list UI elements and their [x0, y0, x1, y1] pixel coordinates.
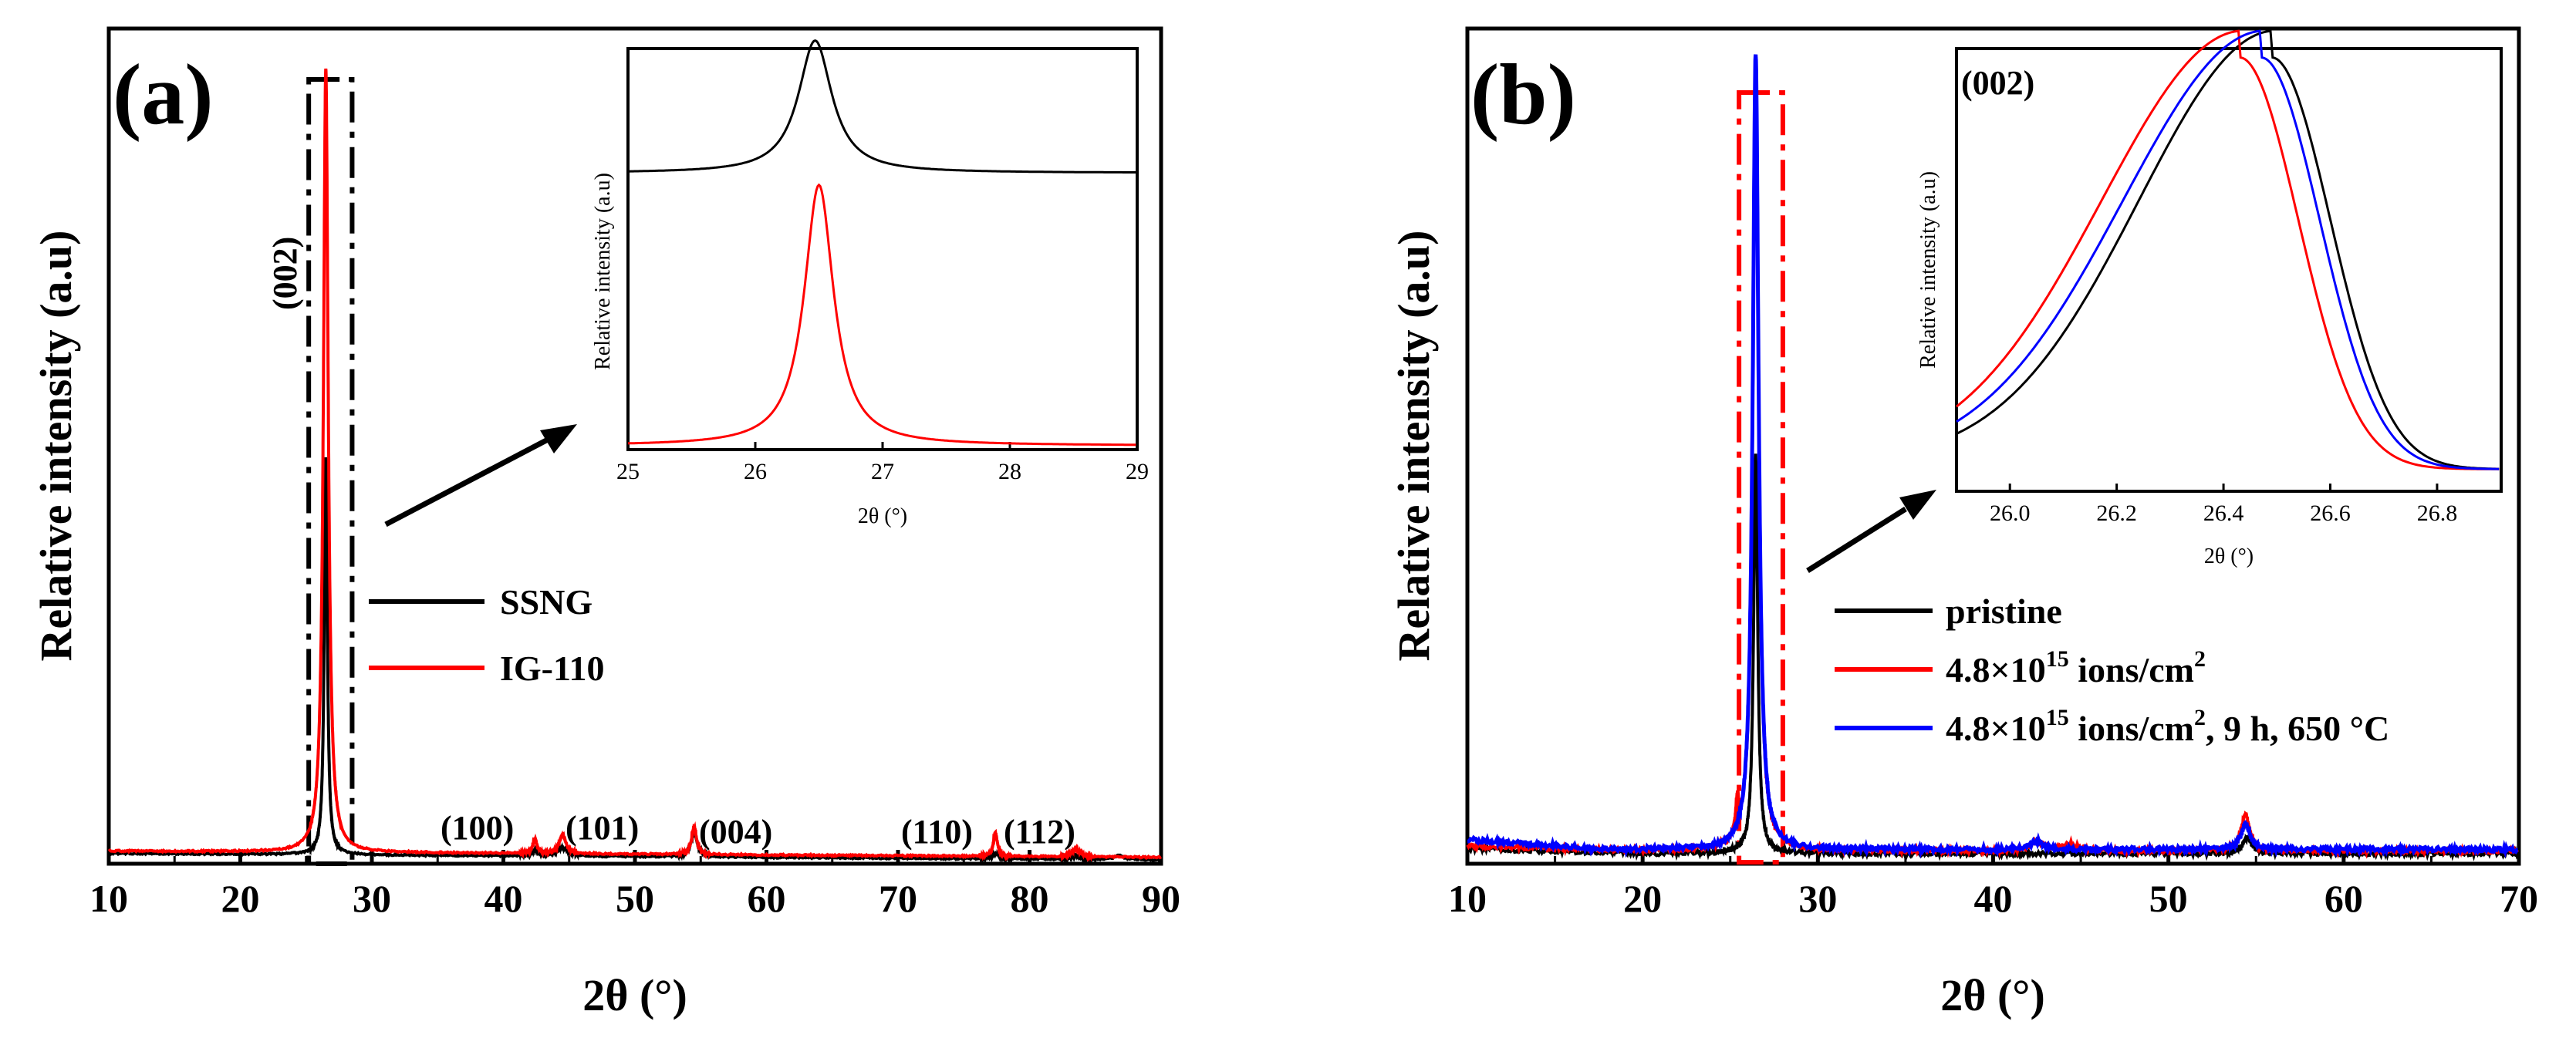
panel-b-legend: pristine 4.8×1015 ions/cm2 4.8×1015 ions…: [1835, 592, 2389, 748]
panel-a-label: (a): [113, 47, 214, 143]
panel-b-x-tick-label-0: 10: [1448, 877, 1487, 920]
panel-a-y-axis-title: Relative intensity (a.u): [31, 231, 81, 662]
panel-b-x-axis-title: 2θ (°): [1940, 970, 2045, 1020]
panel-a-inset: 25 26 27 28 29 Relative intensity (a.u) 2θ (…: [591, 39, 1149, 528]
panel-b-inset-peak-tag: (002): [1961, 64, 2034, 102]
panel-b-inset: 26.0 26.2 26.4 26.6 26.8 (002) Relative inte…: [1916, 29, 2503, 568]
panel-a-inset-ssng-line: [628, 39, 1136, 174]
panel-a-series-ig110-line: [107, 68, 1162, 862]
panel-b-x-tick-label-5: 60: [2324, 877, 2363, 920]
panel-b-legend-label-irradiated: 4.8×1015 ions/cm2: [1946, 646, 2206, 689]
panel-a-peak-label-101: (101): [566, 809, 639, 847]
panel-b-inset-annealed-line: [1956, 29, 2500, 470]
panel-a-inset-x-tick-label-1: 26: [744, 459, 767, 484]
panel-b-inset-y-axis-title: Relative intensity (a.u): [1916, 171, 1940, 369]
panel-b-x-tick-label-1: 20: [1623, 877, 1662, 920]
panel-a-peak-label-110: (110): [901, 813, 973, 851]
panel-b-inset-pristine-line: [1956, 29, 2500, 470]
panel-b-inset-x-tick-label-3: 26.6: [2310, 501, 2351, 526]
panel-b-series-pristine-line: [1466, 453, 2520, 861]
panel-a-x-axis-title: 2θ (°): [582, 970, 687, 1020]
panel-b-inset-x-tick-label-0: 26.0: [1990, 501, 2031, 526]
panel-a-inset-x-tick-label-4: 29: [1126, 459, 1149, 484]
panel-b-x-ticks: 10 20 30 40 50 60 70: [1448, 850, 2538, 920]
panel-a-x-tick-label-1: 20: [221, 877, 260, 920]
panel-a-inset-x-tick-label-0: 25: [616, 459, 640, 484]
panel-b-x-tick-label-2: 30: [1798, 877, 1837, 920]
panel-a-x-tick-label-2: 30: [353, 877, 391, 920]
panel-b-inset-x-ticks: 26.0 26.2 26.4 26.6 26.8: [1990, 484, 2457, 526]
panel-a-inset-x-tick-label-2: 27: [871, 459, 894, 484]
panel-a-x-tick-label-7: 80: [1011, 877, 1049, 920]
panel-b-inset-x-axis-title: 2θ (°): [2204, 544, 2254, 568]
panel-a-002-highlight-box: [306, 77, 355, 866]
panel-a-peak-label-100: (100): [441, 809, 514, 847]
panel-b-legend-label-pristine: pristine: [1946, 592, 2062, 631]
panel-a: 10 20 30 40 50 60 70 80 90 (a) Relative intensit…: [31, 26, 1180, 1020]
panel-a-zoom-arrow: [384, 424, 577, 528]
panel-a-peak-label-002: (002): [266, 237, 304, 310]
panel-a-x-ticks: 10 20 30 40 50 60 70 80 90: [89, 850, 1180, 920]
panel-b-002-highlight-box: [1737, 90, 1785, 865]
panel-a-inset-x-axis-title: 2θ (°): [858, 504, 907, 528]
panel-b-inset-irradiated-line: [1956, 29, 2500, 470]
panel-a-legend-label-ig110: IG-110: [500, 649, 604, 688]
panel-a-inset-y-axis-title: Relative intensity (a.u): [591, 173, 615, 370]
panel-b-zoom-arrow: [1806, 490, 1936, 573]
panel-a-legend: SSNG IG-110: [369, 582, 604, 688]
panel-b-inset-x-tick-label-2: 26.4: [2203, 501, 2244, 526]
panel-a-x-tick-label-0: 10: [89, 877, 128, 920]
panel-a-peak-label-004: (004): [699, 813, 772, 851]
panel-a-peak-label-112: (112): [1004, 813, 1075, 851]
panel-a-x-tick-label-4: 50: [616, 877, 654, 920]
panel-b-x-tick-label-3: 40: [1974, 877, 2013, 920]
panel-b-legend-label-annealed: 4.8×1015 ions/cm2, 9 h, 650 °C: [1946, 705, 2389, 748]
panel-a-x-tick-label-6: 70: [879, 877, 917, 920]
panel-b-inset-frame: [1955, 47, 2503, 493]
panel-b-series-annealed-line: [1467, 54, 2519, 859]
panel-a-inset-x-tick-label-3: 28: [998, 459, 1021, 484]
panel-a-legend-label-ssng: SSNG: [500, 582, 593, 622]
panel-a-x-tick-label-3: 40: [484, 877, 523, 920]
panel-b-label: (b): [1470, 47, 1576, 143]
panel-b-y-axis-title: Relative intensity (a.u): [1389, 231, 1439, 662]
panel-b-inset-x-tick-label-1: 26.2: [2096, 501, 2137, 526]
panel-a-x-tick-label-8: 90: [1142, 877, 1180, 920]
panel-b-x-tick-label-6: 70: [2500, 877, 2538, 920]
panel-a-inset-frame: [626, 47, 1139, 451]
panel-b-x-tick-label-4: 50: [2149, 877, 2188, 920]
panel-a-inset-ig110-line: [627, 183, 1136, 447]
panel-b-inset-x-tick-label-4: 26.8: [2417, 501, 2458, 526]
panel-b: 10 20 30 40 50 60 70 (b) Relative intensity (a…: [1389, 26, 2538, 1020]
panel-a-inset-x-ticks: 25 26 27 28 29: [616, 442, 1149, 484]
panel-a-series-ssng-line: [107, 457, 1161, 865]
panel-a-x-tick-label-5: 60: [748, 877, 786, 920]
